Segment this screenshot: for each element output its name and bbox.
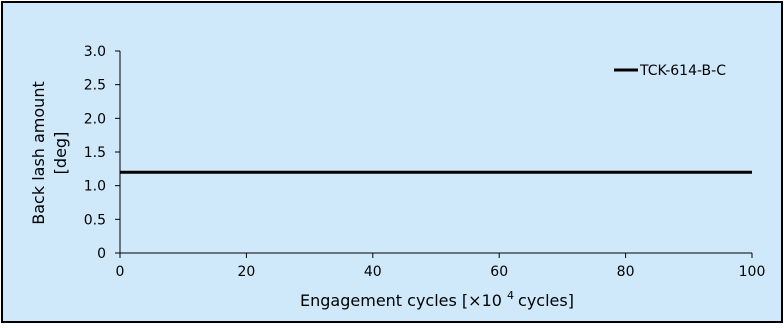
- y-ticks: 0 0.5 1.0 1.5 2.0 2.5 3.0: [84, 44, 120, 262]
- y-tick-label: 1.5: [84, 145, 106, 161]
- chart-background: [1, 1, 783, 323]
- y-tick-label: 1.0: [84, 179, 106, 195]
- y-axis-label-line1: Back lash amount: [29, 81, 48, 224]
- x-ticks: 0 20 40 60 80 100: [116, 253, 766, 280]
- x-axis-label: Engagement cycles [×10 4 cycles]: [300, 289, 574, 310]
- x-tick-label: 0: [116, 264, 125, 280]
- y-tick-label: 0.5: [84, 212, 106, 228]
- x-tick-label: 20: [237, 264, 255, 280]
- x-axis-label-times: ×: [468, 291, 481, 310]
- x-tick-label: 100: [739, 264, 766, 280]
- x-axis-label-prefix: Engagement cycles [: [300, 291, 468, 310]
- y-axis-label: Back lash amount [deg]: [29, 81, 70, 224]
- y-tick-label: 2.5: [84, 78, 106, 94]
- y-axis-label-line2: [deg]: [51, 132, 70, 175]
- legend: TCK-614-B-C: [614, 63, 726, 79]
- y-tick-label: 0: [97, 246, 106, 262]
- x-tick-label: 80: [617, 264, 635, 280]
- x-axis-label-base: 10: [482, 291, 507, 310]
- x-tick-label: 60: [490, 264, 508, 280]
- y-tick-label: 2.0: [84, 111, 106, 127]
- x-axis-label-suffix: cycles]: [518, 291, 574, 310]
- y-tick-label: 3.0: [84, 44, 106, 60]
- x-axis-label-exponent: 4: [507, 289, 514, 302]
- legend-label: TCK-614-B-C: [639, 63, 726, 79]
- x-tick-label: 40: [364, 264, 382, 280]
